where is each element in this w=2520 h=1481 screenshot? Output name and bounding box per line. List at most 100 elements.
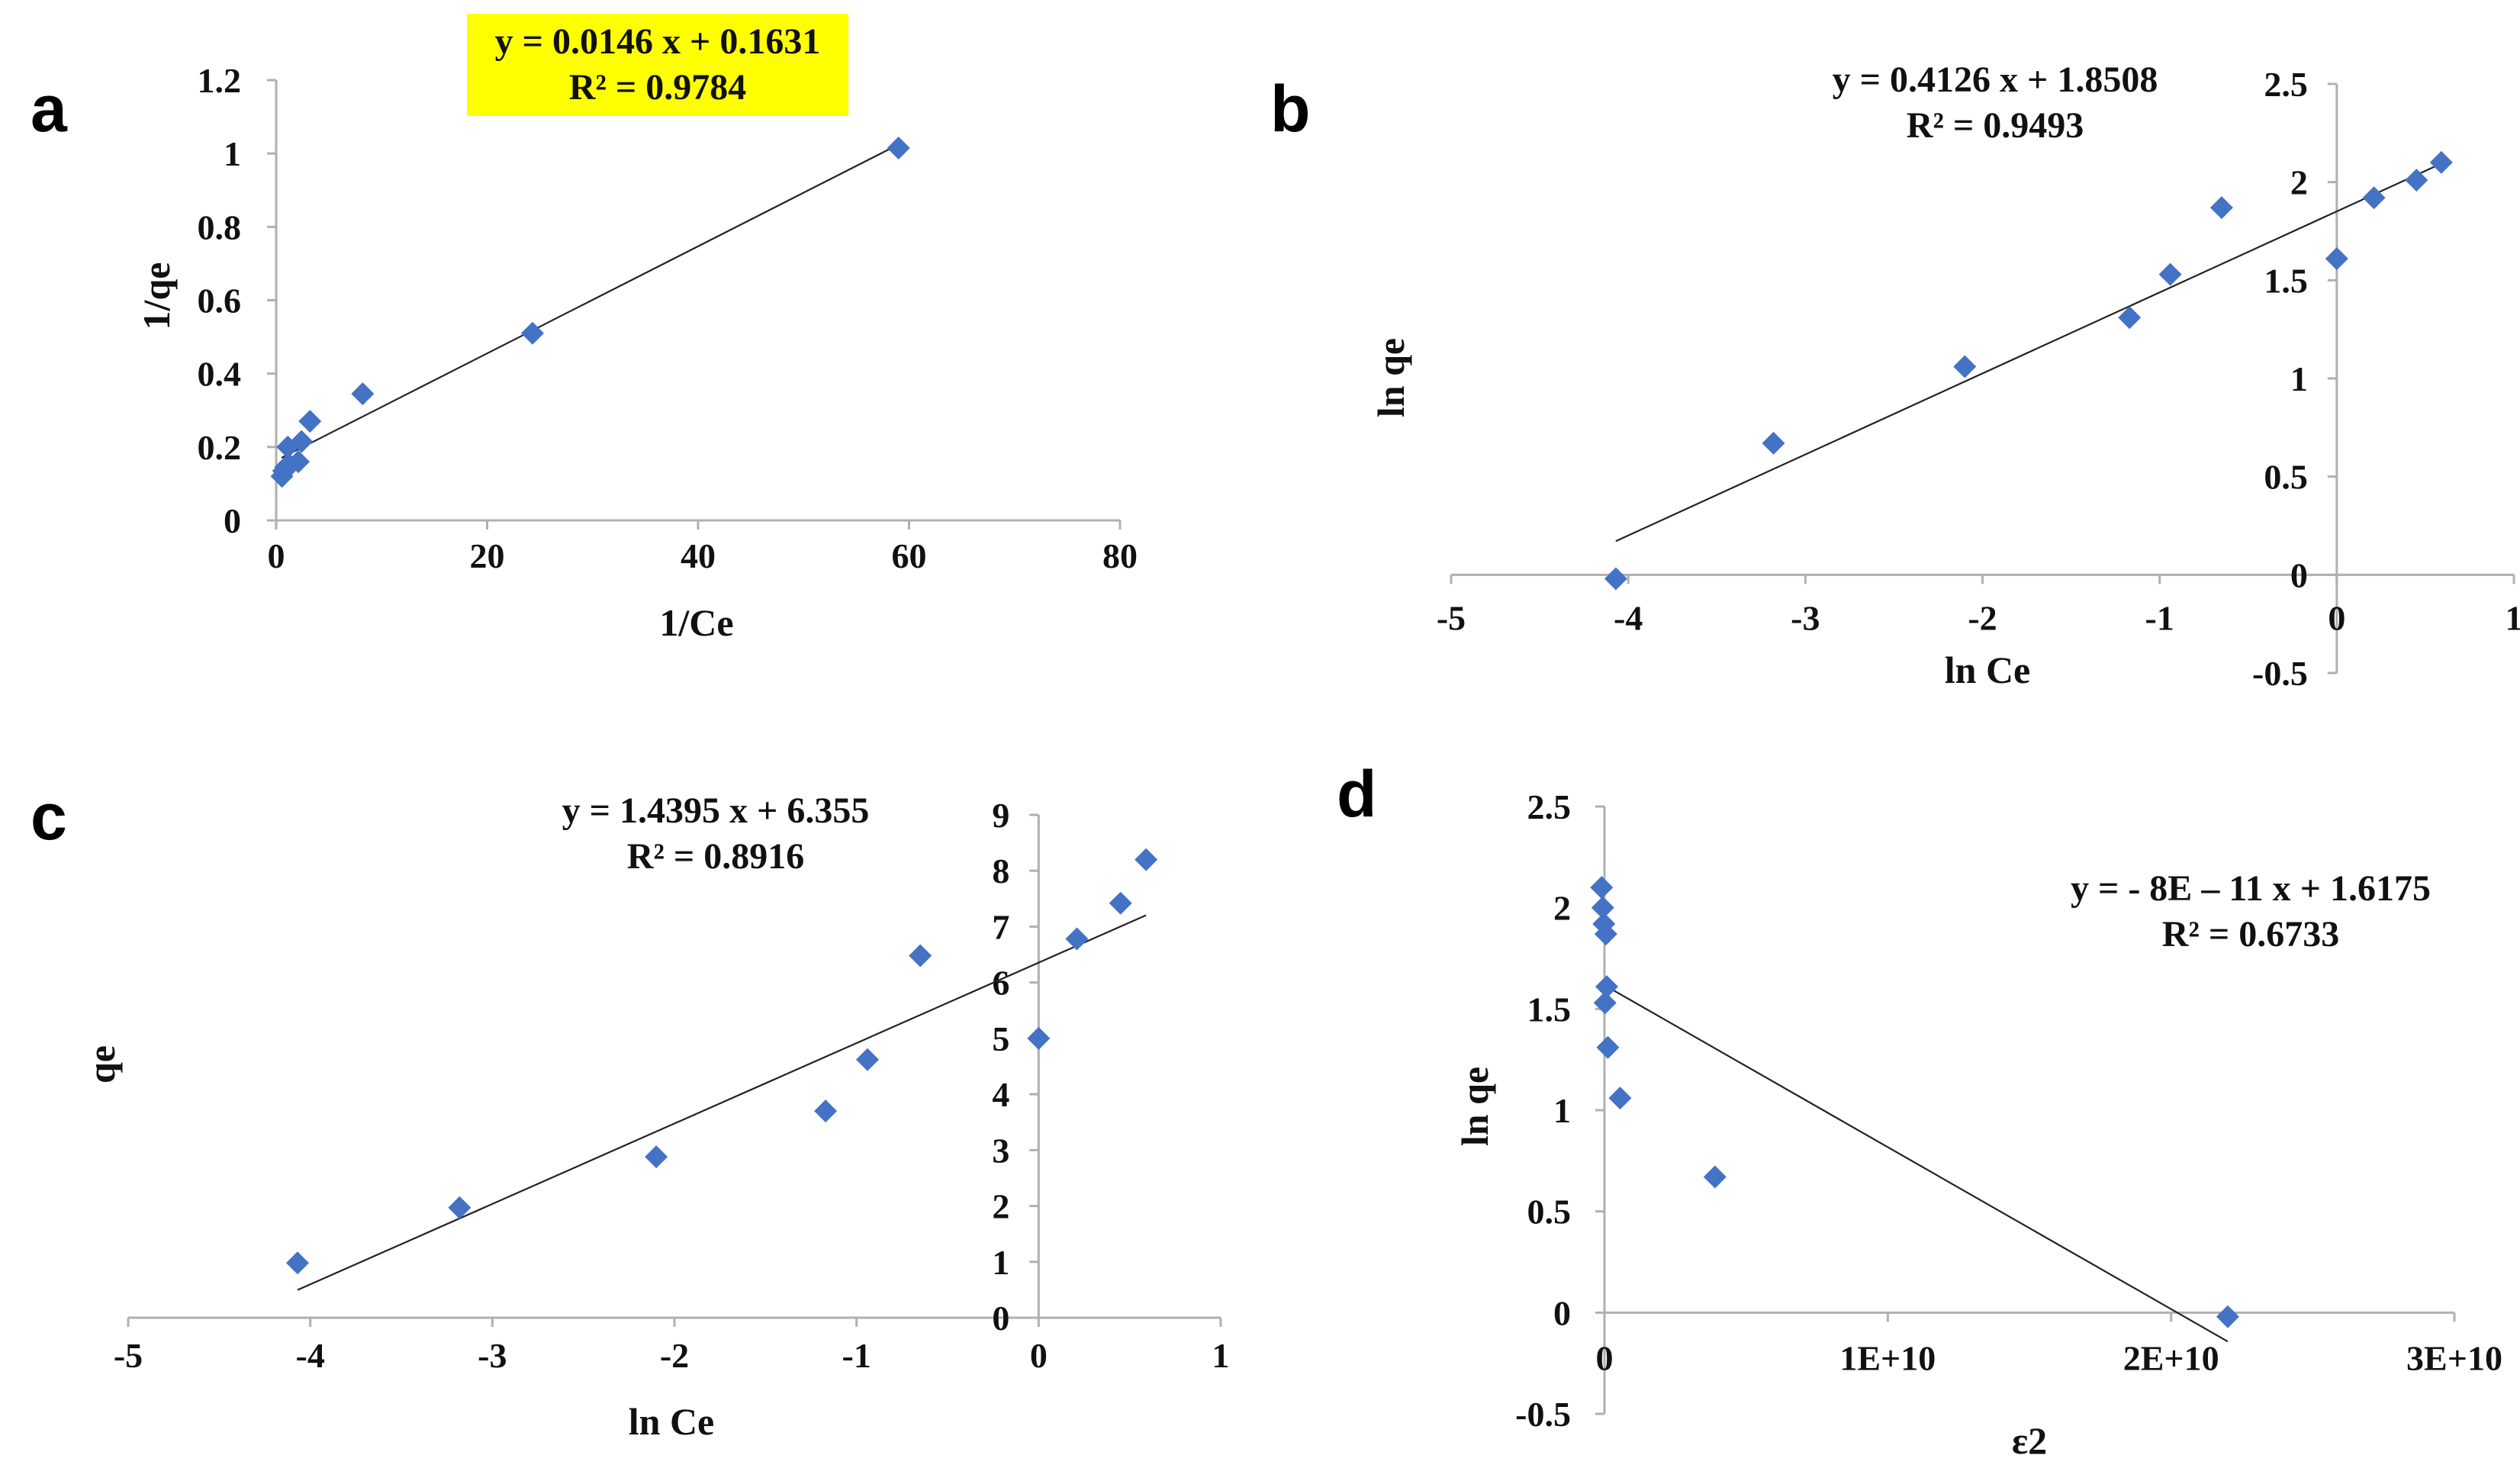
y-axis-label-a: 1/qe [135, 262, 178, 330]
data-point [2362, 186, 2386, 210]
x-tick-label: -5 [1437, 598, 1466, 637]
data-point [2158, 262, 2182, 286]
tick-labels-c: -5 -4 -3 -2 -1 0 1 0 1 2 3 4 5 6 7 8 9 [114, 796, 1230, 1375]
x-tick-label: -4 [296, 1336, 325, 1375]
y-tick-label: 1 [992, 1243, 1009, 1282]
panel-label-a: a [31, 72, 68, 146]
axes-a [267, 79, 1122, 530]
trendline [1604, 984, 2229, 1343]
y-tick-label: 3 [992, 1131, 1009, 1170]
y-tick-label: 0.4 [198, 355, 242, 394]
panel-c: c -5 -4 -3 -2 -1 0 1 0 1 2 3 4 5 6 7 8 9 y = 1.4395 x + … [31, 781, 1230, 1443]
y-tick-label: 0.6 [198, 282, 242, 320]
y-tick-label: 0.5 [1527, 1193, 1572, 1231]
data-point [887, 136, 910, 159]
data-point [1590, 876, 1614, 900]
panel-b: b -5 -4 -3 -2 -1 0 1 -0.5 0 0.5 1 1.5 2 2.5 y = 0.412… [1270, 60, 2520, 693]
axes-c [127, 813, 1222, 1327]
y-tick-label: 0.8 [198, 208, 242, 246]
axes-b [1450, 82, 2515, 674]
y-tick-label: 1.2 [198, 61, 242, 100]
panel-d: d 0 1E+10 2E+10 3E+10 -0.5 0 0.5 1 1.5 2 2.5 y = -… [1337, 758, 2502, 1462]
y-tick-label: 0 [2290, 555, 2308, 594]
x-tick-label: 0 [1596, 1338, 1614, 1377]
x-tick-label: -1 [2145, 598, 2174, 637]
data-point [1065, 927, 1089, 951]
x-tick-label: -3 [1791, 598, 1820, 637]
trendline [297, 914, 1147, 1291]
x-tick-label: 1 [2506, 598, 2520, 637]
trendline-d [1604, 984, 2229, 1343]
x-axis-label-a: 1/Ce [659, 601, 733, 644]
data-point [1594, 922, 1617, 946]
x-tick-label: 2E+10 [2123, 1338, 2219, 1377]
data-point [1604, 567, 1627, 591]
data-point [1762, 431, 1785, 455]
x-tick-label: 40 [681, 536, 716, 575]
y-tick-label: 6 [992, 964, 1009, 1003]
data-point [2429, 150, 2453, 174]
data-point [1591, 896, 1614, 919]
x-axis-label-b: ln Ce [1945, 649, 2031, 691]
data-point [1109, 891, 1132, 915]
data-point [1027, 1026, 1051, 1050]
x-tick-label: 1E+10 [1839, 1338, 1936, 1377]
data-point [855, 1048, 879, 1071]
y-tick-label: 4 [992, 1075, 1009, 1114]
data-point [298, 410, 322, 433]
y-tick-label: 1.5 [1527, 990, 1572, 1029]
y-axis-label-b: ln qe [1369, 338, 1412, 417]
data-point [1608, 1087, 1632, 1110]
tick-labels-d: 0 1E+10 2E+10 3E+10 -0.5 0 0.5 1 1.5 2 2.5 [1515, 787, 2502, 1434]
x-tick-label: 20 [470, 536, 505, 575]
x-tick-label: 80 [1102, 536, 1138, 575]
x-tick-label: 0 [2328, 598, 2345, 637]
data-point [1596, 1035, 1620, 1059]
data-point [814, 1099, 838, 1123]
data-point [2325, 247, 2348, 271]
x-tick-label: -5 [114, 1336, 143, 1375]
r2-d: R² = 0.6733 [2162, 914, 2339, 955]
y-tick-label: 2.5 [2264, 65, 2308, 104]
data-point [290, 430, 314, 453]
y-tick-label: 1 [2290, 359, 2308, 398]
y-tick-label: 8 [992, 852, 1009, 890]
y-tick-label: -0.5 [1515, 1395, 1571, 1434]
tick-labels-b: -5 -4 -3 -2 -1 0 1 -0.5 0 0.5 1 1.5 2 2.5 [1437, 65, 2520, 693]
y-tick-label: -0.5 [2252, 654, 2308, 693]
trendline-c [297, 914, 1147, 1291]
r2-c: R² = 0.8916 [627, 836, 804, 877]
x-tick-label: -1 [842, 1336, 871, 1375]
panel-a: a 0 20 40 60 80 0 0.2 0.4 0.6 0.8 1 1.2 y = 0.0146 … [31, 14, 1138, 644]
y-tick-label: 2 [992, 1187, 1009, 1226]
r2-a: R² = 0.9784 [569, 67, 746, 108]
data-points-c [285, 848, 1158, 1275]
trendline-a [281, 143, 900, 459]
y-tick-label: 9 [992, 796, 1009, 835]
data-point [1134, 848, 1158, 871]
y-axis-label-d: ln qe [1453, 1067, 1496, 1146]
data-point [351, 382, 375, 406]
data-point [1593, 991, 1617, 1015]
y-tick-label: 2.5 [1527, 787, 1572, 826]
y-tick-label: 1 [224, 134, 241, 173]
panel-label-b: b [1270, 72, 1311, 146]
y-axis-label-c: qe [80, 1045, 123, 1083]
equation-c: y = 1.4395 x + 6.355 [562, 790, 870, 831]
data-point [909, 944, 932, 967]
tick-labels-a: 0 20 40 60 80 0 0.2 0.4 0.6 0.8 1 1.2 [198, 61, 1138, 575]
data-point [2118, 306, 2142, 330]
data-point [2216, 1305, 2239, 1328]
data-point [1703, 1165, 1727, 1189]
x-tick-label: -2 [1968, 598, 1997, 637]
x-tick-label: -3 [478, 1336, 507, 1375]
panel-label-d: d [1337, 758, 1377, 831]
x-tick-label: -4 [1614, 598, 1643, 637]
trendline [281, 143, 900, 459]
y-tick-label: 7 [992, 907, 1009, 946]
panel-label-c: c [31, 781, 67, 854]
y-tick-label: 1.5 [2264, 261, 2308, 300]
data-points-b [1604, 150, 2453, 591]
equation-highlight-a [467, 14, 848, 116]
data-point [645, 1145, 668, 1169]
